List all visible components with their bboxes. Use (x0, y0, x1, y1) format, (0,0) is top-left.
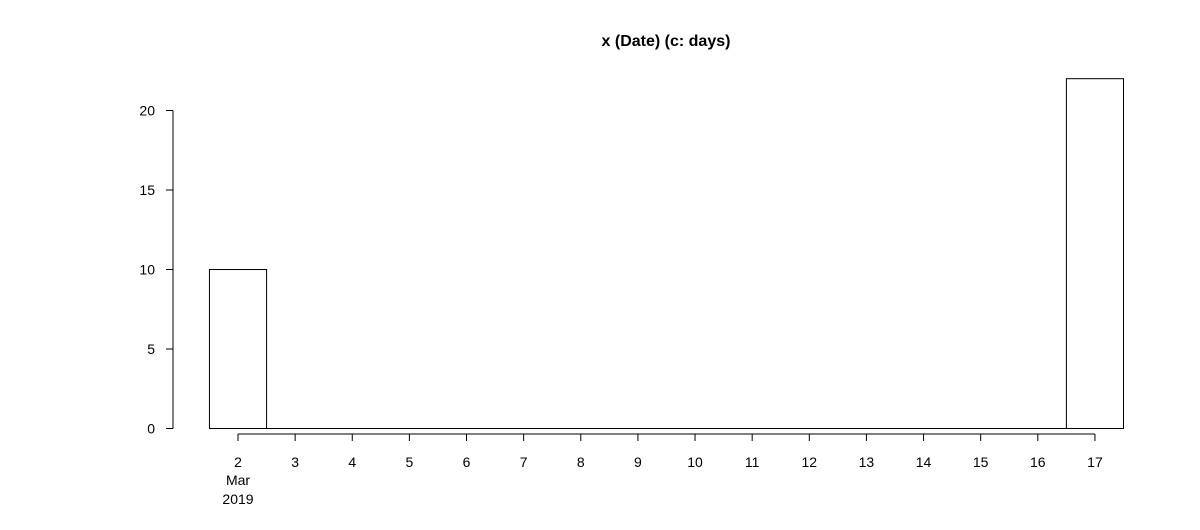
x-tick-label-8: 8 (577, 454, 585, 470)
y-tick-label-0: 0 (147, 421, 155, 437)
x-tick-label-2: 2 (234, 454, 242, 470)
bar-2019-03-17 (1065, 78, 1125, 429)
x-axis: 2 3 4 5 6 7 8 9 10 11 12 13 14 15 16 17 Mar 2019 (222, 433, 1103, 507)
y-tick-label-10: 10 (139, 262, 155, 278)
x-tick-label-14: 14 (916, 454, 932, 470)
y-tick-label-15: 15 (139, 182, 155, 198)
x-tick-label-12: 12 (802, 454, 818, 470)
x-tick-label-3: 3 (291, 454, 299, 470)
x-tick-label-15: 15 (973, 454, 989, 470)
x-tick-label-7: 7 (520, 454, 528, 470)
x-tick-label-17: 17 (1087, 454, 1103, 470)
x-tick-label-11: 11 (745, 454, 760, 470)
x-tick-sublabel-year: 2019 (222, 491, 253, 507)
bars (208, 78, 1125, 429)
x-tick-label-5: 5 (405, 454, 413, 470)
x-tick-label-13: 13 (859, 454, 875, 470)
x-tick-sublabel-month: Mar (226, 472, 250, 488)
x-tick-label-9: 9 (634, 454, 642, 470)
y-tick-label-5: 5 (147, 341, 155, 357)
y-tick-label-20: 20 (139, 103, 155, 119)
bar-2019-03-02 (208, 269, 268, 429)
x-tick-label-16: 16 (1030, 454, 1046, 470)
chart-title: x (Date) (c: days) (602, 33, 731, 50)
x-tick-label-4: 4 (348, 454, 356, 470)
x-tick-label-10: 10 (687, 454, 703, 470)
x-tick-label-6: 6 (463, 454, 471, 470)
y-axis: 0 5 10 15 20 (139, 103, 174, 437)
